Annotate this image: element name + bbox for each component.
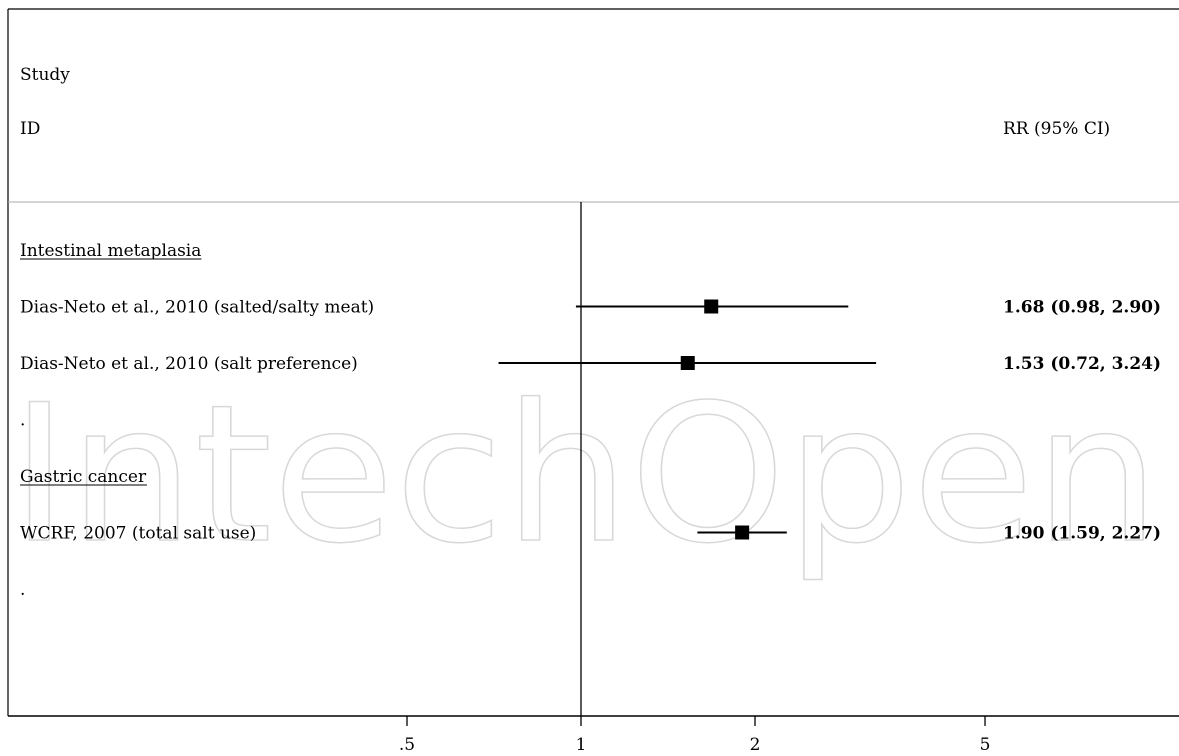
study-label: WCRF, 2007 (total salt use) <box>20 524 256 544</box>
x-tick-label: 2 <box>750 735 761 755</box>
spacer-dot: . <box>20 580 25 600</box>
x-tick-label: .5 <box>399 735 415 755</box>
x-tick-label: 5 <box>980 735 991 755</box>
id-header: ID <box>20 119 40 139</box>
rr-ci-value: 1.53 (0.72, 3.24) <box>1003 354 1161 374</box>
point-estimate-marker <box>735 525 750 540</box>
point-estimate-marker <box>680 356 695 370</box>
study-label: Dias-Neto et al., 2010 (salt preference) <box>20 354 358 374</box>
x-axis-ticks: .5 1 2 5 <box>399 716 991 755</box>
rr-ci-header: RR (95% CI) <box>1003 119 1110 139</box>
point-estimate-marker <box>704 299 719 314</box>
study-label: Dias-Neto et al., 2010 (salted/salty mea… <box>20 298 374 318</box>
x-tick-label: 1 <box>576 735 587 755</box>
study-header: Study <box>20 65 70 85</box>
spacer-dot: . <box>20 411 25 431</box>
rows-layer: Intestinal metaplasia Dias-Neto et al., 2… <box>20 241 1161 600</box>
rr-ci-value: 1.90 (1.59, 2.27) <box>1003 524 1161 544</box>
rr-ci-value: 1.68 (0.98, 2.90) <box>1003 298 1161 318</box>
subgroup-heading: Gastric cancer <box>20 467 147 487</box>
watermark-logo: IntechOpen <box>10 364 1160 585</box>
subgroup-heading: Intestinal metaplasia <box>20 241 201 261</box>
